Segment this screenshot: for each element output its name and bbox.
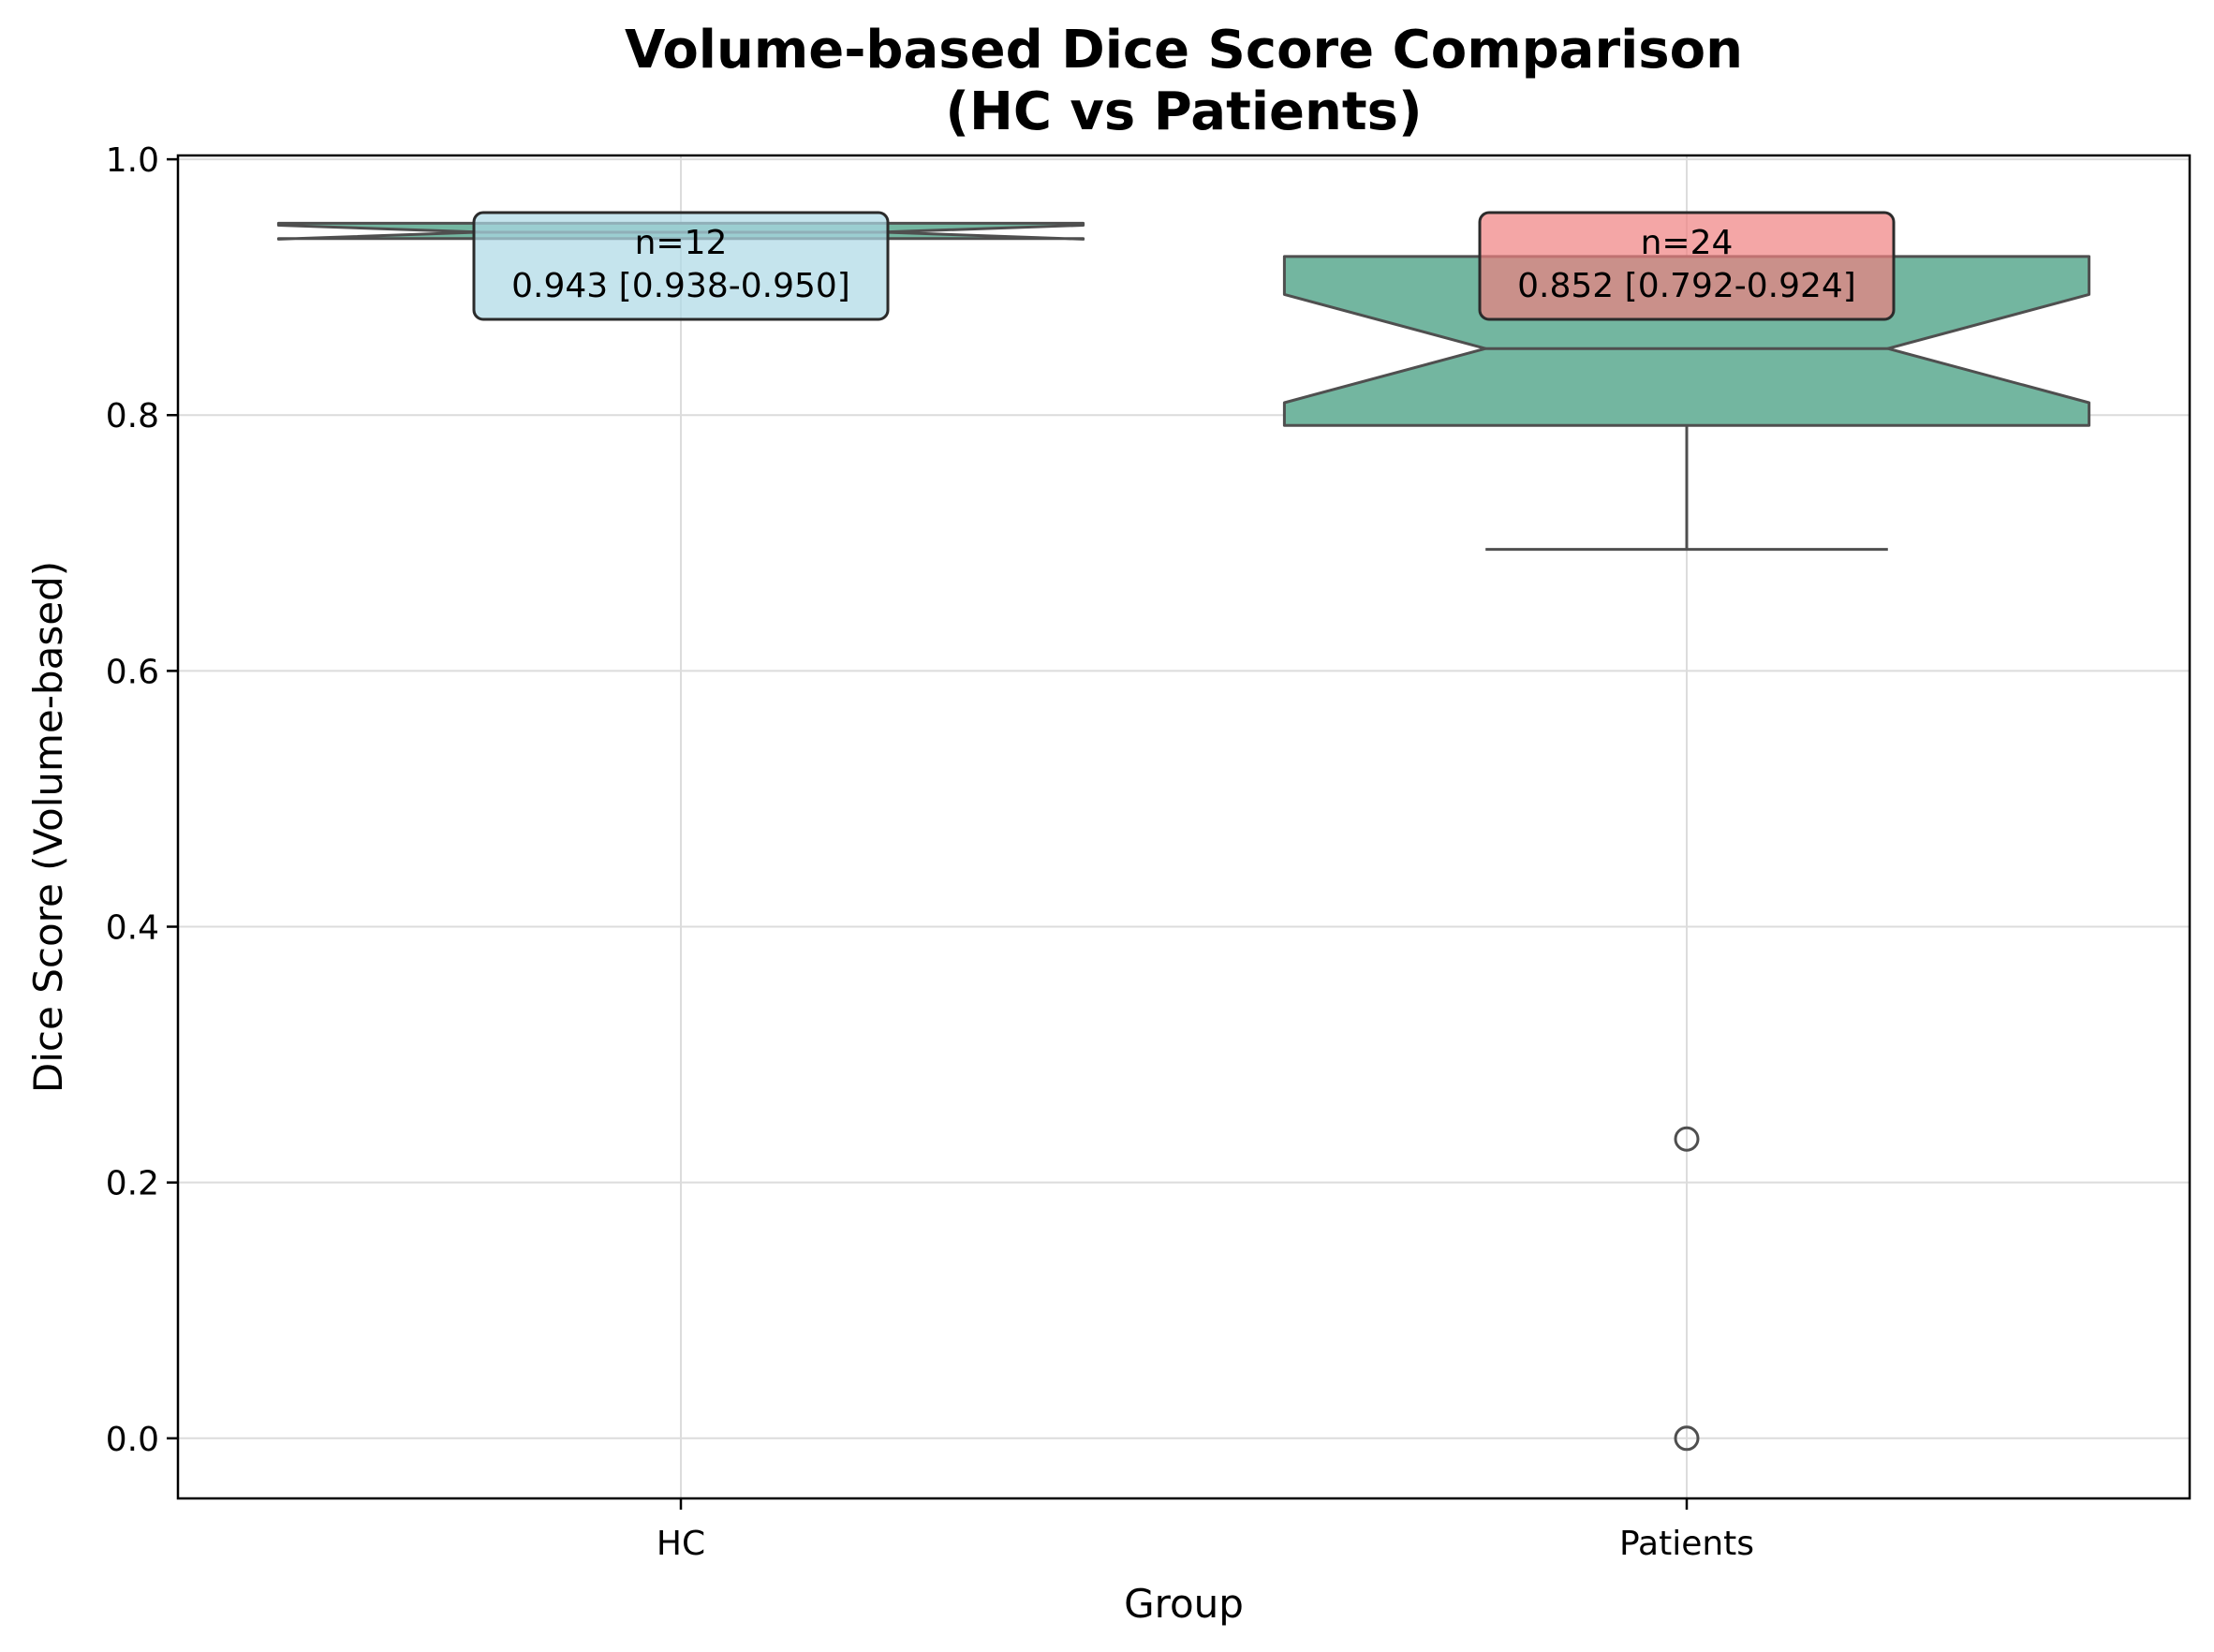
y-tick-label: 0.0	[106, 1421, 159, 1459]
annotation-box-patients	[1478, 211, 1896, 321]
box-plots	[276, 221, 2091, 1452]
y-tick-label: 0.2	[106, 1165, 159, 1203]
plot-frame	[176, 154, 2192, 1500]
annotation-n-hc: n=12	[635, 224, 728, 262]
chart-title-line-2: (HC vs Patients)	[945, 81, 1422, 142]
x-tick-label: Patients	[1619, 1525, 1754, 1563]
x-tick-label: HC	[657, 1525, 705, 1563]
outlier-point	[1674, 1425, 1700, 1452]
annotation-box-hc	[472, 211, 890, 321]
annotations: n=12 0.943 [0.938-0.950] n=24 0.852 [0.792-…	[472, 211, 1896, 321]
y-tick-label: 0.6	[106, 653, 159, 691]
x-axis-ticks: HC Patients	[657, 1498, 1754, 1563]
annotation-stats-hc: 0.943 [0.938-0.950]	[511, 267, 850, 305]
y-axis-ticks: 0.0 0.2 0.4 0.6 0.8 1.0	[106, 141, 178, 1459]
chart-title-line-1: Volume-based Dice Score Comparison	[625, 20, 1743, 81]
y-tick-label: 0.4	[106, 909, 159, 948]
annotation-stats-patients: 0.852 [0.792-0.924]	[1517, 267, 1856, 305]
y-tick-label: 1.0	[106, 141, 159, 180]
grid-lines	[178, 155, 2190, 1498]
y-tick-label: 0.8	[106, 397, 159, 435]
outlier-point	[1674, 1126, 1700, 1152]
x-axis-label: Group	[1124, 1581, 1244, 1627]
annotation-n-patients: n=24	[1641, 224, 1734, 262]
y-axis-label: Dice Score (Volume-based)	[25, 561, 71, 1093]
